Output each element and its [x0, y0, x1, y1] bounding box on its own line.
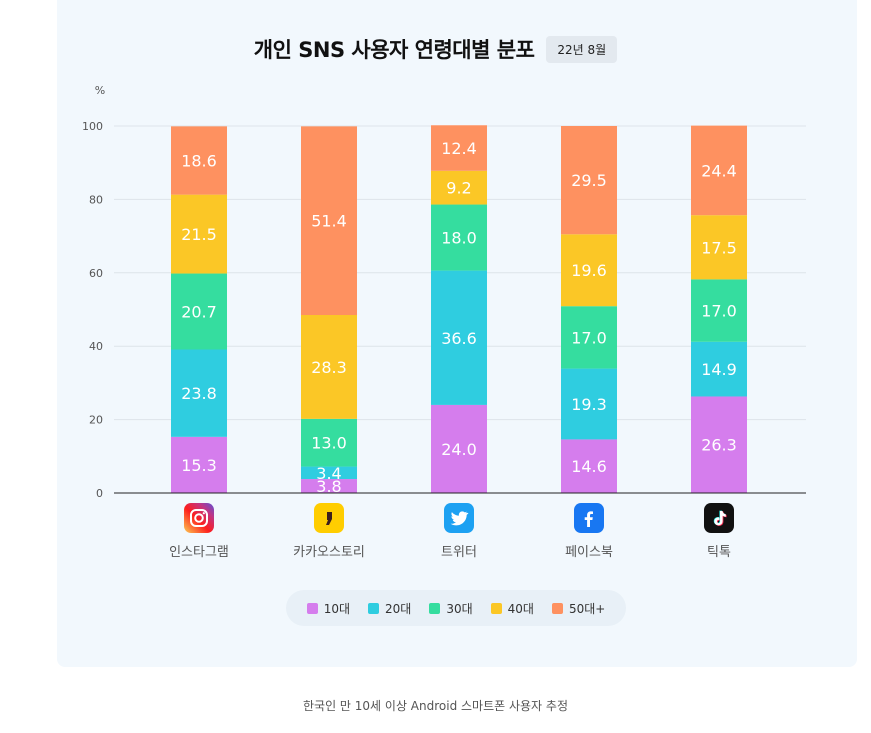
data-label: 17.0 [701, 302, 737, 321]
instagram-icon [184, 503, 214, 533]
bar-segment [431, 270, 487, 405]
tiktok-icon [704, 503, 734, 533]
legend-swatch [368, 602, 379, 614]
y-tick-label: 100 [82, 120, 103, 133]
bar-segment [431, 404, 487, 493]
data-label: 13.0 [311, 434, 347, 453]
footnote: 한국인 만 10세 이상 Android 스마트폰 사용자 추정 [302, 699, 568, 713]
bar-segment [561, 306, 617, 369]
x-tick-label: 페이스북 [565, 545, 613, 560]
legend-label: 40대 [507, 601, 534, 616]
data-label: 23.8 [181, 384, 217, 403]
y-tick-label: 60 [89, 267, 103, 280]
legend-item: 50대+ [551, 600, 606, 617]
data-label: 36.6 [441, 329, 477, 348]
x-tick-label: 틱톡 [707, 545, 731, 560]
stacked-bar-chart: % 0 20 40 60 80 100 15.3 23.8 20.7 21.5 18.6 3.83.4 1… [82, 84, 806, 500]
bar-segment [171, 349, 227, 437]
legend-item: 10대 [306, 600, 350, 617]
legend-item: 40대 [490, 600, 534, 617]
data-label: 51.4 [311, 212, 347, 231]
kakaostory-icon [314, 503, 344, 533]
x-tick-label: 카카오스토리 [293, 545, 365, 560]
bar-segment [301, 126, 357, 316]
data-label: 9.2 [446, 179, 471, 198]
legend-swatch [429, 602, 441, 614]
bar-segment [691, 341, 747, 397]
legend-swatch [551, 602, 563, 614]
title-row: 개인 SNS 사용자 연령대별 분포 22년 8월 [0, 33, 871, 65]
data-label: 18.0 [441, 229, 477, 248]
y-tick-label: 0 [96, 487, 103, 500]
bar-segment [171, 126, 227, 195]
bar-segment [301, 418, 357, 467]
bar-segment [561, 126, 617, 235]
data-label: 26.3 [701, 436, 737, 455]
data-label: 24.0 [441, 440, 477, 459]
bar-segment [171, 194, 227, 274]
data-label: 18.6 [181, 151, 217, 170]
chart-legend: 10대 20대 30대 40대 50대+ [286, 590, 626, 626]
bar-segment [171, 436, 227, 493]
x-tick-label: 인스타그램 [169, 545, 229, 560]
legend-label: 10대 [323, 601, 350, 616]
legend-label: 50대+ [568, 601, 606, 616]
y-tick-label: 40 [89, 340, 103, 353]
data-label: 19.6 [571, 261, 607, 280]
bar-segment [561, 234, 617, 307]
legend-item: 30대 [429, 600, 473, 617]
x-tick-label: 트위터 [441, 545, 477, 560]
data-label: 24.4 [701, 161, 737, 180]
data-label: 14.9 [701, 360, 737, 379]
legend-label: 30대 [446, 601, 473, 616]
bar-segment [301, 315, 357, 419]
data-label: 20.7 [181, 303, 217, 322]
data-label: 14.6 [571, 457, 607, 476]
bar-segment [691, 396, 747, 493]
facebook-icon [574, 503, 604, 533]
bar-segment [691, 215, 747, 280]
data-label: 21.5 [181, 225, 217, 244]
y-tick-label: 80 [89, 193, 103, 206]
data-label: 12.4 [441, 139, 477, 158]
bar-segment [431, 170, 487, 205]
bar-segment [691, 279, 747, 342]
bar-segment [561, 368, 617, 440]
data-label: 17.5 [701, 238, 737, 257]
legend-swatch [490, 602, 502, 614]
data-label: 3.8 [316, 477, 341, 496]
y-tick-label: 20 [89, 414, 103, 427]
bar-segment [301, 466, 357, 480]
data-label: 28.3 [311, 358, 347, 377]
y-axis-unit-label: % [95, 84, 105, 97]
legend-item: 20대 [368, 600, 411, 617]
bar-segment [171, 273, 227, 350]
bar-segment [691, 125, 747, 216]
data-label: 19.3 [571, 395, 607, 414]
chart-title: 개인 SNS 사용자 연령대별 분포 [253, 38, 535, 62]
bar-segment [431, 125, 487, 171]
legend-label: 20대 [385, 601, 412, 616]
bar-segment [431, 204, 487, 271]
data-label: 3.4 [316, 464, 341, 483]
data-label: 17.0 [571, 328, 607, 347]
bar-segment [301, 479, 357, 493]
data-label: 15.3 [181, 456, 217, 475]
bar-segment [561, 439, 617, 493]
date-badge: 22년 8월 [546, 35, 618, 63]
legend-swatch [306, 602, 318, 614]
twitter-icon [444, 503, 474, 533]
data-label: 29.5 [571, 171, 607, 190]
